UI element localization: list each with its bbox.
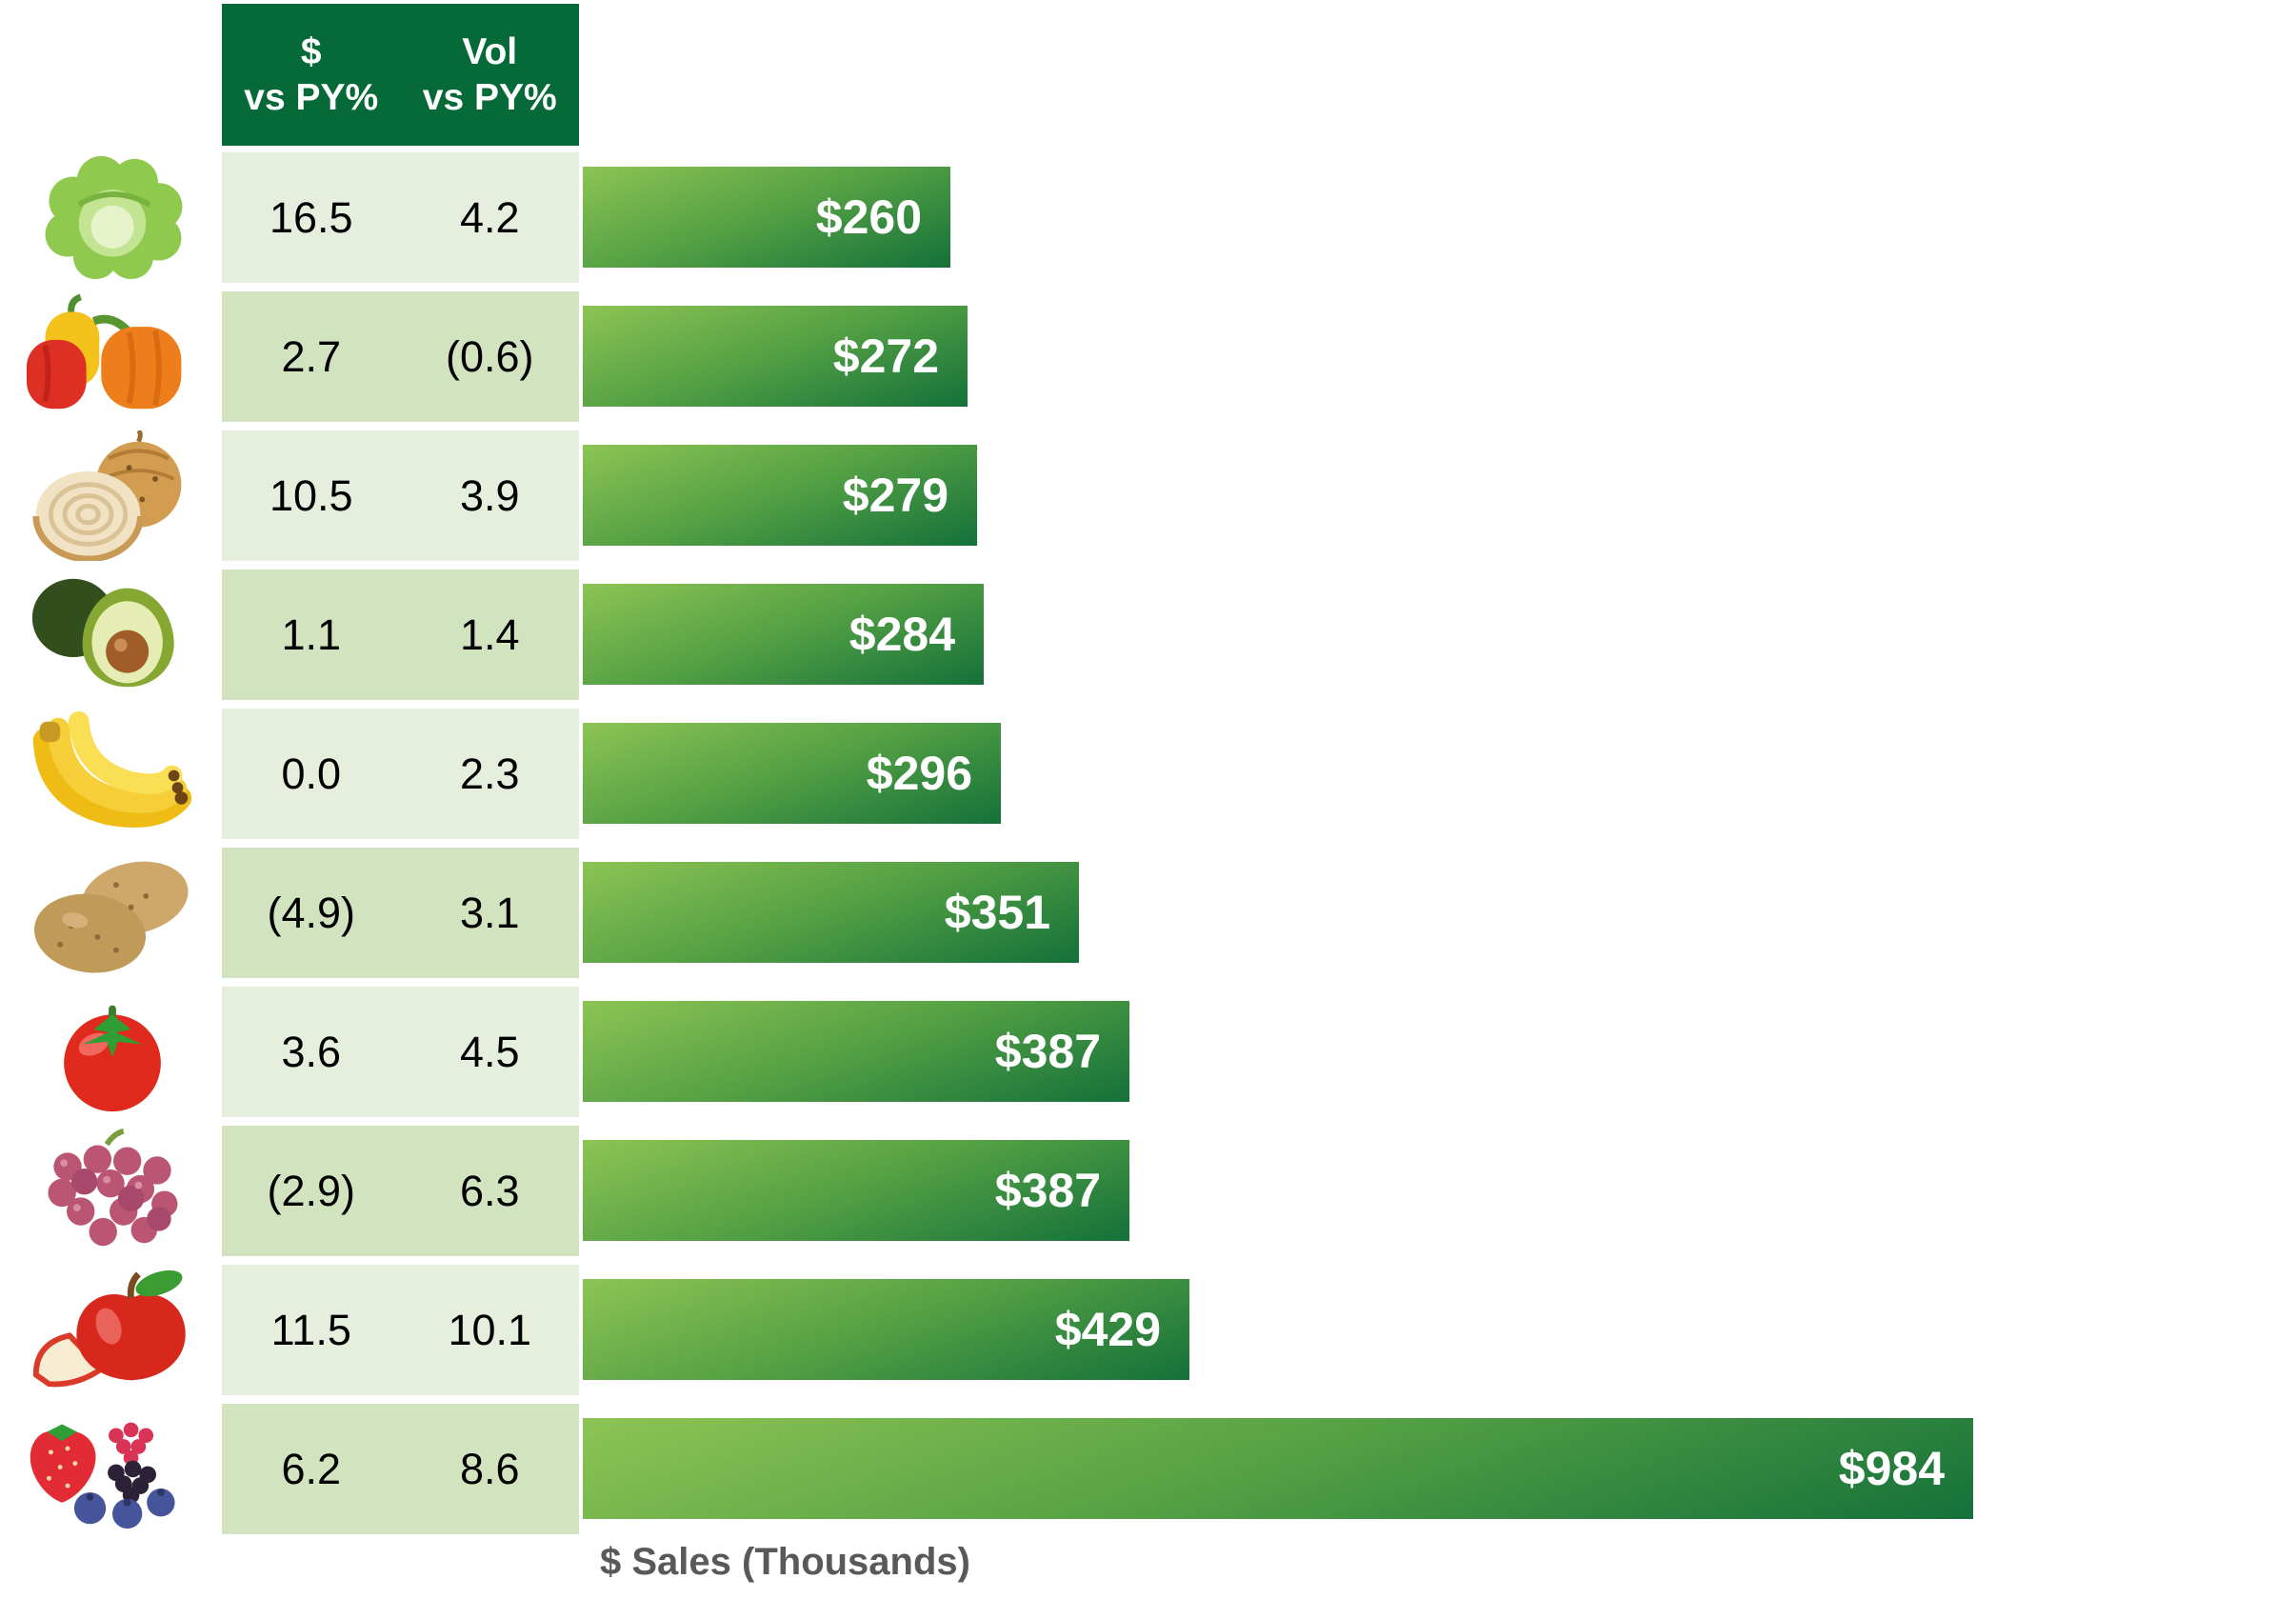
- dollar-vs-py-value: 6.2: [281, 1444, 342, 1493]
- produce-row: 2.7 (0.6) $272: [0, 291, 2296, 422]
- lettuce-icon: [15, 152, 210, 283]
- dollar-vs-py-value: (4.9): [267, 888, 356, 937]
- dollar-vs-py-value: 1.1: [281, 610, 342, 659]
- table-row-cells: 1.1 1.4: [222, 570, 579, 700]
- table-row-cells: (4.9) 3.1: [222, 848, 579, 978]
- sales-value-label: $260: [815, 190, 922, 244]
- sales-bar: $351: [583, 862, 1079, 963]
- sales-bar: $984: [583, 1418, 1973, 1519]
- sales-value-label: $984: [1838, 1442, 1945, 1495]
- dollar-vs-py-value: (2.9): [267, 1166, 356, 1215]
- sales-bar: $387: [583, 1140, 1129, 1241]
- vol-vs-py-value: 1.4: [459, 610, 520, 659]
- vol-vs-py-value: 4.2: [459, 192, 520, 242]
- vol-vs-py-value: 6.3: [459, 1166, 520, 1215]
- sales-value-label: $429: [1054, 1303, 1161, 1356]
- sales-bar: $296: [583, 723, 1001, 824]
- table-header: $ vs PY% Vol vs PY%: [222, 4, 579, 146]
- vol-vs-py-value: 3.9: [459, 470, 520, 520]
- potatoes-icon: [15, 848, 210, 978]
- sales-bar: $387: [583, 1001, 1129, 1102]
- dollar-header-line1: $: [300, 30, 322, 72]
- sales-bar: $279: [583, 445, 977, 546]
- sales-bar: $284: [583, 584, 984, 685]
- dollar-vs-py-value: 2.7: [281, 331, 342, 381]
- vol-vs-py-value: 2.3: [459, 749, 520, 798]
- produce-row: 11.5 10.1 $429: [0, 1265, 2296, 1395]
- table-row-cells: (2.9) 6.3: [222, 1126, 579, 1256]
- vol-vs-py-value: 10.1: [448, 1305, 532, 1354]
- produce-row: (2.9) 6.3 $387: [0, 1126, 2296, 1256]
- sales-value-label: $351: [944, 886, 1050, 939]
- bananas-icon: [15, 709, 210, 839]
- produce-row: 1.1 1.4 $284: [0, 570, 2296, 700]
- table-row-cells: 2.7 (0.6): [222, 291, 579, 422]
- produce-row: (4.9) 3.1 $351: [0, 848, 2296, 978]
- sales-value-label: $272: [832, 330, 939, 383]
- dollar-vs-py-value: 11.5: [270, 1305, 351, 1354]
- produce-row: 10.5 3.9 $279: [0, 430, 2296, 561]
- produce-row: 3.6 4.5 $387: [0, 987, 2296, 1117]
- produce-row: 0.0 2.3 $296: [0, 709, 2296, 839]
- sales-value-label: $284: [849, 608, 955, 661]
- vol-header-line2: vs PY%: [422, 76, 557, 118]
- vol-vs-py-value: 8.6: [459, 1444, 520, 1493]
- tomatoes-icon: [15, 987, 210, 1117]
- sales-value-label: $387: [994, 1025, 1101, 1078]
- sales-value-label: $387: [994, 1164, 1101, 1217]
- vol-vs-py-value: (0.6): [445, 331, 534, 381]
- table-row-cells: 11.5 10.1: [222, 1265, 579, 1395]
- produce-row: 16.5 4.2 $260: [0, 152, 2296, 283]
- bell-peppers-icon: [15, 291, 210, 422]
- produce-row: 6.2 8.6 $984: [0, 1404, 2296, 1534]
- sales-bar: $429: [583, 1279, 1189, 1380]
- sales-bar: $260: [583, 167, 950, 268]
- table-row-cells: 6.2 8.6: [222, 1404, 579, 1534]
- dollar-vs-py-value: 10.5: [269, 470, 353, 520]
- dollar-vs-py-value: 0.0: [281, 749, 342, 798]
- table-row-cells: 3.6 4.5: [222, 987, 579, 1117]
- apples-icon: [15, 1265, 210, 1395]
- sales-value-label: $279: [842, 469, 948, 522]
- vol-vs-py-value: 3.1: [459, 888, 520, 937]
- table-row-cells: 16.5 4.2: [222, 152, 579, 283]
- grapes-icon: [15, 1126, 210, 1256]
- dollar-vs-py-value: 16.5: [269, 192, 353, 242]
- vol-vs-py-header: Vol vs PY%: [401, 4, 580, 146]
- dollar-vs-py-header: $ vs PY%: [222, 4, 401, 146]
- x-axis-label: $ Sales (Thousands): [600, 1541, 970, 1583]
- dollar-header-line2: vs PY%: [244, 76, 379, 118]
- sales-value-label: $296: [866, 747, 972, 800]
- table-row-cells: 0.0 2.3: [222, 709, 579, 839]
- vol-vs-py-value: 4.5: [459, 1027, 520, 1076]
- table-row-cells: 10.5 3.9: [222, 430, 579, 561]
- avocados-icon: [15, 570, 210, 700]
- vol-header-line1: Vol: [462, 30, 518, 72]
- dollar-vs-py-value: 3.6: [281, 1027, 342, 1076]
- berries-icon: [15, 1404, 210, 1534]
- sales-bar: $272: [583, 306, 968, 407]
- onions-icon: [15, 430, 210, 561]
